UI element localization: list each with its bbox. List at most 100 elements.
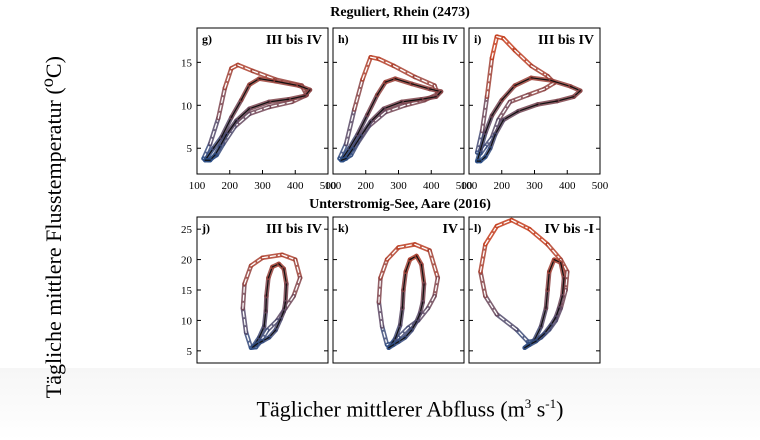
solid-loop-line <box>556 96 575 102</box>
solid-loop-line <box>212 136 223 149</box>
x-tick-label: 300 <box>390 180 407 192</box>
solid-loop-line <box>399 307 404 326</box>
x-tick-label: 300 <box>526 180 543 192</box>
dashed-loop-line <box>294 258 301 279</box>
dashed-loop-line <box>427 295 436 309</box>
dashed-loop-line <box>414 76 436 87</box>
solid-loop-line <box>394 78 413 85</box>
solid-loop-line <box>546 271 550 291</box>
dashed-loop-line <box>242 307 247 334</box>
panel-label: III bis IV <box>402 33 458 48</box>
dashed-loop-line <box>491 35 498 59</box>
x-tick-label: 100 <box>325 180 342 192</box>
dashed-loop-line <box>515 328 529 343</box>
dashed-loop-line <box>338 143 347 160</box>
solid-loop-line <box>388 344 395 349</box>
solid-loop-line <box>283 268 288 285</box>
solid-loop-line <box>402 271 407 291</box>
y-axis-title: Tägliche mittlere Flusstemperatur (oC) <box>37 47 67 407</box>
solid-loop-line <box>235 108 250 122</box>
dashed-loop-line <box>252 70 277 81</box>
solid-loop-line <box>356 114 368 136</box>
dashed-loop-line <box>510 219 531 230</box>
panel-letter: k) <box>338 221 349 235</box>
solid-loop-line <box>275 80 300 87</box>
solid-loop-line <box>348 133 359 149</box>
dashed-loop-line <box>392 65 416 78</box>
solid-loop-line <box>263 310 267 328</box>
panel-g: 5 10 15 100 200 300 400 500 g) III bis IV <box>181 27 337 192</box>
solid-loop-line <box>550 79 572 88</box>
solid-loop-line <box>230 99 242 118</box>
panel-label: IV bis -I <box>544 222 594 237</box>
x-axis-title-end: ) <box>556 396 564 422</box>
dashed-loop-line <box>370 56 380 60</box>
dashed-loop-line <box>497 101 511 121</box>
dashed-loop-line <box>381 325 388 346</box>
solid-loop-line <box>288 95 306 100</box>
panel-i: 100 200 300 400 500 i) III bis IV <box>461 27 609 192</box>
y-axis-title-unit-sup: o <box>36 78 57 88</box>
panel-k: k) IV <box>332 216 465 364</box>
dashed-loop-line <box>530 65 549 77</box>
dashed-loop-line <box>242 283 246 309</box>
panel-j: 5 10 15 20 25 j) III bis IV <box>181 216 329 364</box>
dashed-loop-line <box>479 145 487 155</box>
dashed-loop-line <box>266 319 278 331</box>
panel-letter: g) <box>202 32 212 46</box>
x-tick-label: 200 <box>494 180 511 192</box>
x-axis-title: Täglicher mittlerer Abfluss (m3 s-1) <box>250 396 570 422</box>
y-tick-label: 5 <box>187 346 193 358</box>
solid-loop-line <box>517 103 539 112</box>
dashed-loop-line <box>479 271 487 297</box>
dashed-loop-line <box>224 67 233 89</box>
dashed-loop-line <box>209 117 219 145</box>
row-title: Unterstromig-See, Aare (2016) <box>309 197 491 212</box>
dashed-loop-line <box>546 243 562 261</box>
dashed-loop-line <box>397 327 409 339</box>
dashed-loop-line <box>384 104 406 113</box>
dashed-loop-line <box>243 265 252 285</box>
dashed-loop-line <box>237 64 254 72</box>
dashed-loop-line <box>281 254 296 261</box>
dashed-loop-line <box>245 331 252 349</box>
solid-loop-line <box>540 307 547 328</box>
solid-loop-line <box>225 120 237 136</box>
solid-loop-line <box>561 277 565 297</box>
dashed-loop-line <box>386 246 400 261</box>
x-tick-label: 500 <box>456 180 473 192</box>
panel-letter: i) <box>474 32 481 46</box>
dashed-loop-line <box>378 58 395 67</box>
y-tick-label: 10 <box>181 315 193 327</box>
solid-loop-line <box>284 283 288 303</box>
x-tick-label: 400 <box>287 180 304 192</box>
dashed-loop-line <box>378 301 383 328</box>
panel-label: III bis IV <box>266 33 322 48</box>
x-axis-title-sup-2: -1 <box>545 396 557 411</box>
dashed-loop-line <box>486 57 493 98</box>
dashed-loop-line <box>428 249 439 279</box>
panel-label: III bis IV <box>538 33 594 48</box>
solid-loop-line <box>484 114 493 134</box>
solid-loop-line <box>252 342 259 348</box>
panel-l: l) IV bis -I <box>468 216 601 364</box>
dashed-loop-line <box>481 96 488 132</box>
dashed-loop-line <box>509 94 529 103</box>
solid-loop-line <box>370 108 385 123</box>
panel-label: III bis IV <box>266 222 322 237</box>
row-title: Reguliert, Rhein (2473) <box>330 5 470 20</box>
y-tick-label: 20 <box>181 255 193 267</box>
solid-loop-line <box>352 135 362 150</box>
dashed-loop-line <box>564 271 568 291</box>
solid-loop-line <box>560 262 565 279</box>
solid-loop-line <box>248 101 270 110</box>
panel-letter: l) <box>474 221 481 235</box>
solid-loop-line <box>340 157 347 161</box>
solid-loop-line <box>502 110 519 121</box>
solid-loop-line <box>545 289 549 309</box>
y-tick-label: 15 <box>181 285 193 297</box>
dashed-loop-line <box>361 56 372 81</box>
dashed-loop-line <box>414 243 431 252</box>
dashed-loop-line <box>514 49 532 67</box>
x-tick-label: 200 <box>222 180 239 192</box>
